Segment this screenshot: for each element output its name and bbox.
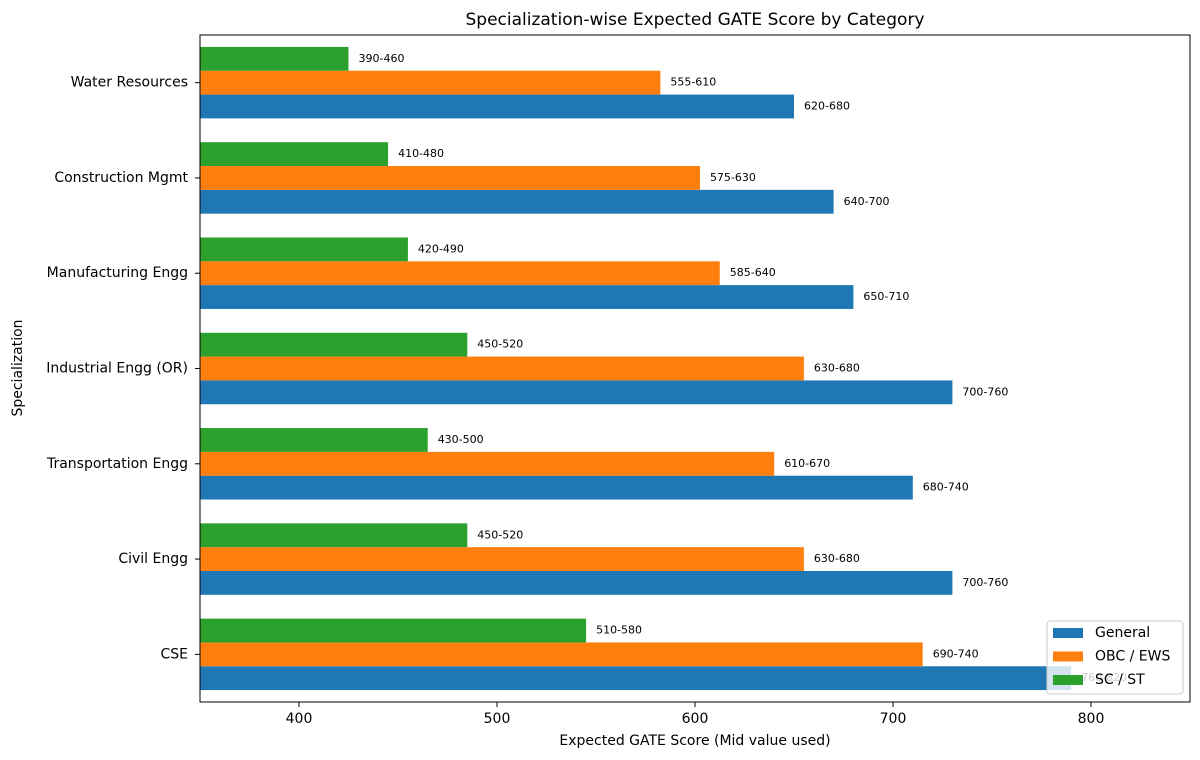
x-tick-label: 700 — [880, 711, 907, 727]
bar — [200, 332, 468, 357]
legend-swatch — [1053, 628, 1083, 638]
bar — [200, 166, 700, 190]
bar — [200, 666, 1072, 691]
y-axis-label: Specialization — [10, 319, 26, 416]
bar — [200, 189, 834, 214]
bar — [200, 475, 913, 500]
x-tick-label: 800 — [1078, 711, 1105, 727]
value-label: 450-520 — [477, 528, 523, 541]
bar — [200, 261, 720, 286]
value-label: 575-630 — [710, 171, 756, 184]
value-label: 630-680 — [814, 362, 860, 375]
x-tick-label: 500 — [484, 711, 511, 727]
legend-label: General — [1095, 625, 1150, 641]
bar — [200, 142, 389, 167]
chart-title: Specialization-wise Expected GATE Score … — [465, 10, 924, 30]
x-axis-label: Expected GATE Score (Mid value used) — [559, 733, 830, 749]
plot-frame — [199, 34, 1191, 703]
bar — [200, 547, 804, 571]
bar — [200, 618, 587, 643]
value-label: 700-760 — [962, 576, 1008, 589]
value-label: 450-520 — [477, 338, 523, 351]
legend-label: SC / ST — [1095, 672, 1145, 688]
bar — [200, 428, 428, 452]
legend-swatch — [1053, 675, 1083, 685]
legend-swatch — [1053, 651, 1083, 662]
bar — [200, 570, 953, 595]
bar — [200, 523, 468, 548]
value-label: 585-640 — [730, 266, 776, 279]
x-tick-label: 600 — [682, 711, 709, 727]
y-tick-label: Water Resources — [71, 75, 188, 91]
bar — [200, 94, 794, 119]
y-tick-label: Industrial Engg (OR) — [46, 361, 188, 377]
value-label: 630-680 — [814, 552, 860, 565]
bar — [200, 285, 854, 309]
y-tick-label: CSE — [160, 646, 188, 662]
value-label: 420-490 — [418, 242, 464, 255]
bar — [200, 642, 923, 667]
bar — [200, 451, 775, 476]
bar — [200, 356, 804, 381]
value-label: 390-460 — [359, 52, 405, 65]
bar — [200, 70, 661, 95]
value-label: 680-740 — [923, 481, 969, 494]
value-label: 555-610 — [670, 76, 716, 89]
value-label: 430-500 — [438, 433, 484, 446]
x-tick-label: 400 — [286, 711, 313, 727]
y-tick-label: Civil Engg — [118, 551, 188, 567]
value-label: 650-710 — [863, 290, 909, 303]
value-label: 610-670 — [784, 457, 830, 470]
y-tick-label: Transportation Engg — [46, 456, 188, 472]
value-label: 510-580 — [596, 624, 642, 637]
y-tick-label: Manufacturing Engg — [47, 265, 188, 281]
bar — [200, 46, 349, 71]
value-label: 690-740 — [933, 647, 979, 660]
value-label: 620-680 — [804, 99, 850, 112]
value-label: 700-760 — [962, 385, 1008, 398]
y-tick-label: Construction Mgmt — [54, 170, 188, 186]
value-label: 410-480 — [398, 147, 444, 160]
bar — [200, 380, 953, 405]
value-label: 640-700 — [844, 195, 890, 208]
legend-label: OBC / EWS — [1095, 649, 1170, 665]
bar — [200, 237, 408, 262]
